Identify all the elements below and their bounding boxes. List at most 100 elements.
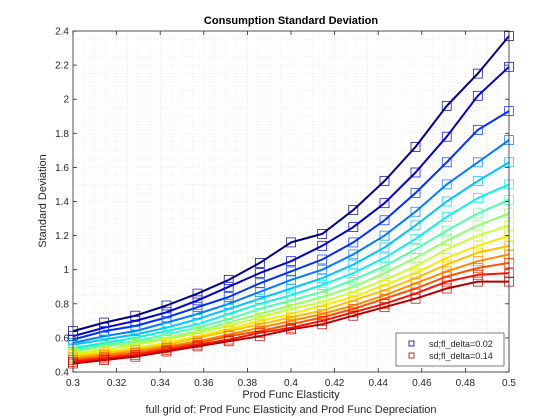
data-point-marker	[192, 295, 203, 306]
data-point-marker	[410, 244, 421, 255]
data-point-marker	[441, 196, 452, 207]
data-point-marker	[286, 324, 296, 335]
x-tick-label: 0.32	[107, 378, 127, 389]
data-point-marker	[441, 211, 452, 222]
data-point-marker	[379, 198, 390, 209]
x-tick-label: 0.3	[66, 378, 80, 389]
data-point-marker	[472, 176, 483, 186]
data-point-marker	[441, 244, 452, 255]
data-point-marker	[317, 273, 328, 284]
data-point-marker	[410, 142, 421, 152]
data-point-marker	[161, 346, 172, 357]
data-point-marker	[472, 208, 483, 219]
series-line	[72, 139, 510, 344]
series-line	[72, 66, 510, 338]
series-line	[72, 261, 510, 362]
data-point-marker	[472, 269, 483, 280]
data-point-marker	[410, 252, 421, 263]
legend-label-2: sd;fl_delta=0.14	[429, 351, 493, 361]
data-point-marker	[410, 188, 421, 198]
series-line	[72, 212, 510, 353]
series-line	[72, 253, 510, 360]
data-point-marker	[348, 205, 359, 215]
series-15	[68, 276, 514, 369]
data-point-marker	[472, 220, 483, 231]
y-tick-label: 1.6	[55, 163, 69, 174]
data-point-marker	[410, 234, 421, 244]
x-tick-label: 0.5	[502, 378, 516, 389]
data-point-marker	[254, 268, 265, 278]
data-point-marker	[286, 266, 296, 277]
series-line	[72, 272, 510, 363]
data-point-marker	[286, 256, 296, 267]
data-point-marker	[99, 355, 110, 365]
chart-title: Consumption Standard Deviation	[204, 15, 378, 27]
legend: sd;fl_delta=0.02 sd;fl_delta=0.14	[395, 332, 505, 367]
data-point-marker	[472, 247, 483, 258]
data-point-marker	[348, 268, 359, 278]
data-point-marker	[223, 275, 234, 285]
data-point-marker	[254, 258, 265, 268]
series-line	[72, 244, 510, 358]
series-line	[72, 224, 510, 355]
data-point-marker	[192, 288, 203, 299]
legend-label-1: sd;fl_delta=0.02	[429, 339, 493, 349]
data-point-marker	[410, 206, 421, 217]
data-point-marker	[472, 256, 483, 267]
data-point-marker	[317, 319, 328, 330]
data-point-marker	[410, 261, 421, 272]
series-line	[72, 198, 510, 351]
data-point-marker	[379, 242, 390, 253]
x-tick-label: 0.48	[456, 378, 476, 389]
data-point-marker	[410, 220, 421, 231]
series-line	[72, 35, 510, 333]
x-tick-label: 0.44	[368, 378, 388, 389]
series-line	[72, 280, 509, 365]
data-point-marker	[472, 193, 483, 203]
data-point-marker	[286, 283, 296, 294]
legend-marker-1	[408, 340, 415, 347]
y-tick-label: 0.6	[55, 333, 69, 344]
data-point-marker	[472, 240, 483, 251]
data-point-marker	[472, 263, 483, 273]
data-point-marker	[317, 264, 328, 275]
x-tick-label: 0.34	[150, 378, 170, 389]
y-tick-label: 1.2	[55, 231, 69, 242]
x-tick-label: 0.36	[194, 378, 214, 389]
data-point-marker	[348, 237, 359, 248]
data-point-marker	[441, 259, 452, 270]
data-point-marker	[472, 230, 483, 241]
data-point-marker	[410, 167, 421, 178]
data-point-marker	[192, 341, 203, 352]
data-point-marker	[472, 68, 483, 79]
data-point-marker	[441, 157, 452, 168]
data-point-marker	[254, 278, 265, 289]
data-point-marker	[348, 275, 359, 285]
data-point-marker	[441, 235, 452, 246]
ticks: 0.3 0.32 0.34 0.36 0.38 0.4 0.42 0.44 0.46 0.48 0.…	[55, 27, 516, 390]
y-tick-label: 0.8	[55, 299, 69, 310]
data-point-marker	[192, 302, 203, 313]
data-point-marker	[348, 249, 359, 260]
y-tick-label: 1.4	[55, 197, 69, 208]
data-point-marker	[286, 275, 296, 285]
data-point-marker	[441, 101, 452, 111]
data-point-marker	[379, 252, 390, 263]
data-point-marker	[441, 131, 452, 142]
legend-box	[395, 332, 505, 367]
data-point-marker	[317, 254, 328, 265]
x-axis-label: Prod Func Elasticity	[242, 389, 340, 401]
y-tick-label: 1.8	[55, 129, 69, 140]
data-point-marker	[223, 336, 234, 347]
data-point-marker	[254, 287, 265, 297]
data-point-marker	[472, 157, 483, 168]
series-line	[72, 161, 510, 346]
data-point-marker	[472, 125, 483, 135]
y-tick-label: 2.4	[55, 27, 69, 38]
data-point-marker	[130, 351, 141, 362]
data-point-marker	[317, 240, 328, 251]
data-point-marker	[223, 281, 234, 292]
x-tick-label: 0.4	[284, 378, 298, 389]
